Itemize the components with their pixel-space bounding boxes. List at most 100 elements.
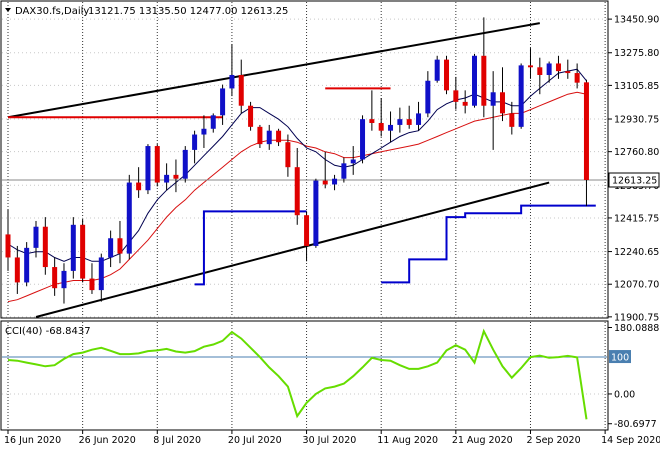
candle-body (220, 88, 226, 116)
candle-body (89, 278, 95, 291)
candle-body (574, 73, 580, 83)
candle-body (332, 178, 338, 185)
ohlc-readout: 13121.75 13135.50 12477.00 12613.25 (88, 6, 288, 17)
candle-body (434, 59, 440, 81)
candle-body (136, 182, 142, 191)
candlestick-series (5, 17, 589, 304)
candle-body (490, 92, 496, 106)
symbol-label: DAX30.fs,Daily (15, 6, 89, 17)
cci-series (7, 328, 588, 420)
price-badge-box (608, 172, 660, 188)
candle-body (537, 67, 543, 75)
cci-label: CCI(40) -68.8437 (5, 326, 91, 337)
time-tick-label: 2 Sep 2020 (526, 435, 580, 446)
price-tick-label: 12240.65 (614, 247, 659, 258)
candle-body (350, 159, 356, 164)
price-tick-label: 12415.75 (614, 213, 659, 224)
candle-body (257, 126, 263, 145)
candle-body (154, 146, 160, 183)
candle-body (555, 63, 561, 72)
candle-body (14, 257, 20, 283)
candle-body (52, 267, 58, 289)
candle-body (341, 163, 347, 179)
time-tick-label: 20 Jul 2020 (228, 435, 282, 446)
candle-body (472, 55, 477, 106)
candle-body (388, 124, 394, 131)
price-tick-label: 13105.85 (614, 81, 659, 92)
candle-body (24, 247, 30, 283)
time-tick-label: 30 Jul 2020 (303, 435, 357, 446)
cci-grid (2, 322, 607, 429)
price-tick-label: 11900.75 (614, 312, 659, 323)
collapse-triangle-icon[interactable] (5, 8, 11, 12)
candle-body (5, 234, 11, 258)
candle-body (201, 128, 207, 135)
candle-body (238, 74, 244, 106)
candle-body (360, 119, 366, 160)
support-step-line (194, 204, 596, 286)
candle-body (145, 146, 151, 191)
candle-body (117, 238, 123, 254)
price-tick-label: 13450.90 (614, 15, 659, 26)
trend-line (35, 181, 550, 318)
current-price-badge: 12613.25 (608, 172, 660, 188)
cci-tick-label: 0.00 (614, 389, 635, 400)
candle-body (304, 215, 310, 246)
time-tick-label: 8 Jul 2020 (153, 435, 201, 446)
candle-body (313, 180, 319, 246)
price-tick-label: 12930.75 (614, 115, 659, 126)
candle-body (266, 130, 272, 145)
candle-body (565, 71, 571, 74)
candle-body (80, 224, 86, 279)
price-tick-label: 12760.80 (614, 147, 659, 158)
main-pane-frame (0, 0, 609, 319)
candle-body (164, 174, 170, 183)
candle-body (322, 180, 328, 185)
candle-body (70, 224, 76, 271)
candle-body (369, 119, 375, 124)
candle-body (499, 92, 505, 114)
cci-tick-label: 100 (611, 353, 629, 364)
candle-body (285, 142, 291, 168)
cci-line (7, 328, 588, 420)
candle-body (509, 113, 515, 127)
candle-body (229, 74, 235, 89)
candle-body (397, 119, 403, 125)
candle-body (546, 63, 552, 75)
time-axis: 16 Jun 2020 26 Jun 2020 8 Jul 2020 20 Jul 2… (4, 430, 660, 446)
price-tick-label: 13275.80 (614, 48, 659, 59)
cci-axis: 180.0888 100 0.00 -80.6977 (608, 323, 659, 430)
candle-body (583, 82, 589, 181)
candle-body (173, 174, 179, 179)
candle-body (378, 123, 384, 131)
candle-body (108, 238, 114, 258)
cci-tick-label: 180.0888 (614, 323, 659, 334)
candle-body (518, 65, 524, 127)
candle-body (248, 105, 254, 127)
cci-tick-label: -80.6977 (614, 419, 657, 430)
candle-body (416, 113, 422, 125)
candle-body (98, 257, 104, 291)
candle-body (42, 226, 48, 268)
candle-body (192, 134, 198, 150)
candle-body (126, 182, 132, 254)
time-tick-label: 21 Aug 2020 (452, 435, 513, 446)
candle-body (406, 119, 412, 125)
candle-body (276, 130, 282, 143)
price-overlays (2, 22, 607, 318)
candle-body (444, 59, 450, 91)
candle-body (182, 149, 188, 179)
candle-body (527, 65, 533, 68)
slow-moving-average-line (7, 91, 587, 303)
fast-moving-average-line (7, 68, 587, 262)
candle-body (33, 226, 39, 248)
price-tick-label: 12070.70 (614, 280, 659, 291)
cci-pane-frame (0, 320, 609, 431)
candle-body (294, 167, 300, 216)
price-badge-text: 12613.25 (612, 176, 657, 187)
time-tick-label: 16 Jun 2020 (4, 435, 61, 446)
candle-body (453, 90, 459, 102)
time-tick-label: 14 Sep 2020 (601, 435, 660, 446)
candle-body (425, 80, 431, 114)
